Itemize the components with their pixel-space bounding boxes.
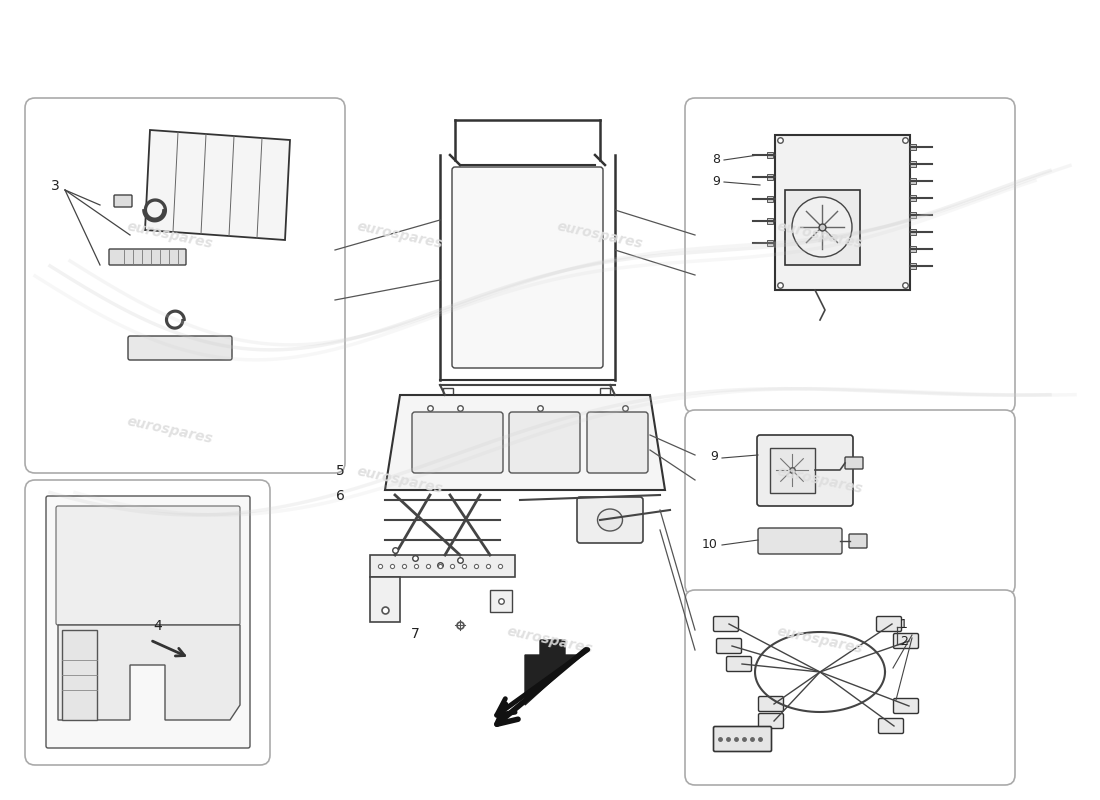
FancyBboxPatch shape	[714, 617, 738, 631]
FancyBboxPatch shape	[893, 634, 918, 649]
Text: 5: 5	[337, 464, 345, 478]
FancyBboxPatch shape	[128, 336, 232, 360]
Circle shape	[792, 197, 852, 257]
Bar	[62, 630, 97, 720]
Bar	[770, 448, 815, 493]
FancyBboxPatch shape	[685, 590, 1015, 785]
Bar	[910, 144, 916, 150]
FancyBboxPatch shape	[685, 98, 1015, 413]
FancyBboxPatch shape	[370, 555, 515, 577]
Bar	[910, 161, 916, 167]
Text: eurospares: eurospares	[776, 219, 865, 251]
Text: 3: 3	[51, 179, 59, 193]
Bar	[910, 229, 916, 235]
Bar	[767, 152, 773, 158]
Bar	[767, 174, 773, 180]
Bar	[785, 190, 860, 265]
Bar	[910, 246, 916, 252]
FancyBboxPatch shape	[714, 726, 771, 751]
FancyBboxPatch shape	[726, 657, 751, 671]
Text: eurospares: eurospares	[506, 624, 594, 656]
FancyBboxPatch shape	[845, 457, 864, 469]
Text: eurospares: eurospares	[776, 624, 865, 656]
Bar	[490, 590, 512, 612]
Bar	[776, 135, 910, 290]
Text: 9: 9	[711, 450, 718, 463]
Text: 8: 8	[712, 153, 720, 166]
FancyBboxPatch shape	[893, 698, 918, 714]
Text: eurospares: eurospares	[355, 464, 444, 496]
Text: eurospares: eurospares	[776, 464, 865, 496]
Text: 7: 7	[410, 627, 419, 641]
FancyBboxPatch shape	[685, 410, 1015, 595]
FancyBboxPatch shape	[759, 714, 783, 729]
Text: eurospares: eurospares	[125, 219, 214, 251]
Bar	[767, 196, 773, 202]
FancyBboxPatch shape	[114, 195, 132, 207]
Polygon shape	[525, 640, 580, 705]
Bar	[910, 178, 916, 184]
Text: eurospares: eurospares	[125, 414, 214, 446]
FancyBboxPatch shape	[25, 98, 345, 473]
Bar	[910, 212, 916, 218]
FancyBboxPatch shape	[412, 412, 503, 473]
FancyBboxPatch shape	[46, 496, 250, 748]
FancyBboxPatch shape	[25, 480, 270, 765]
Bar	[370, 577, 400, 622]
Text: eurospares: eurospares	[355, 219, 444, 251]
Bar	[767, 240, 773, 246]
Bar	[910, 263, 916, 269]
FancyBboxPatch shape	[879, 718, 903, 734]
Text: 6: 6	[337, 489, 345, 503]
FancyBboxPatch shape	[578, 497, 644, 543]
FancyBboxPatch shape	[587, 412, 648, 473]
FancyBboxPatch shape	[716, 638, 741, 654]
Text: 2: 2	[900, 635, 908, 648]
FancyBboxPatch shape	[758, 528, 842, 554]
FancyBboxPatch shape	[759, 697, 783, 711]
FancyBboxPatch shape	[109, 249, 186, 265]
FancyBboxPatch shape	[757, 435, 852, 506]
Text: 4: 4	[154, 619, 163, 633]
Text: 1: 1	[900, 618, 908, 631]
Polygon shape	[145, 130, 290, 240]
FancyBboxPatch shape	[509, 412, 580, 473]
Bar	[600, 388, 610, 398]
FancyBboxPatch shape	[849, 534, 867, 548]
Polygon shape	[58, 625, 240, 720]
Text: 9: 9	[712, 175, 720, 188]
FancyBboxPatch shape	[56, 506, 240, 625]
Text: eurospares: eurospares	[556, 219, 645, 251]
FancyBboxPatch shape	[452, 167, 603, 368]
Bar	[910, 195, 916, 201]
Ellipse shape	[597, 509, 623, 531]
Bar	[443, 388, 453, 398]
Text: 10: 10	[702, 538, 718, 551]
FancyBboxPatch shape	[877, 617, 902, 631]
Bar	[767, 218, 773, 224]
Polygon shape	[385, 395, 666, 490]
